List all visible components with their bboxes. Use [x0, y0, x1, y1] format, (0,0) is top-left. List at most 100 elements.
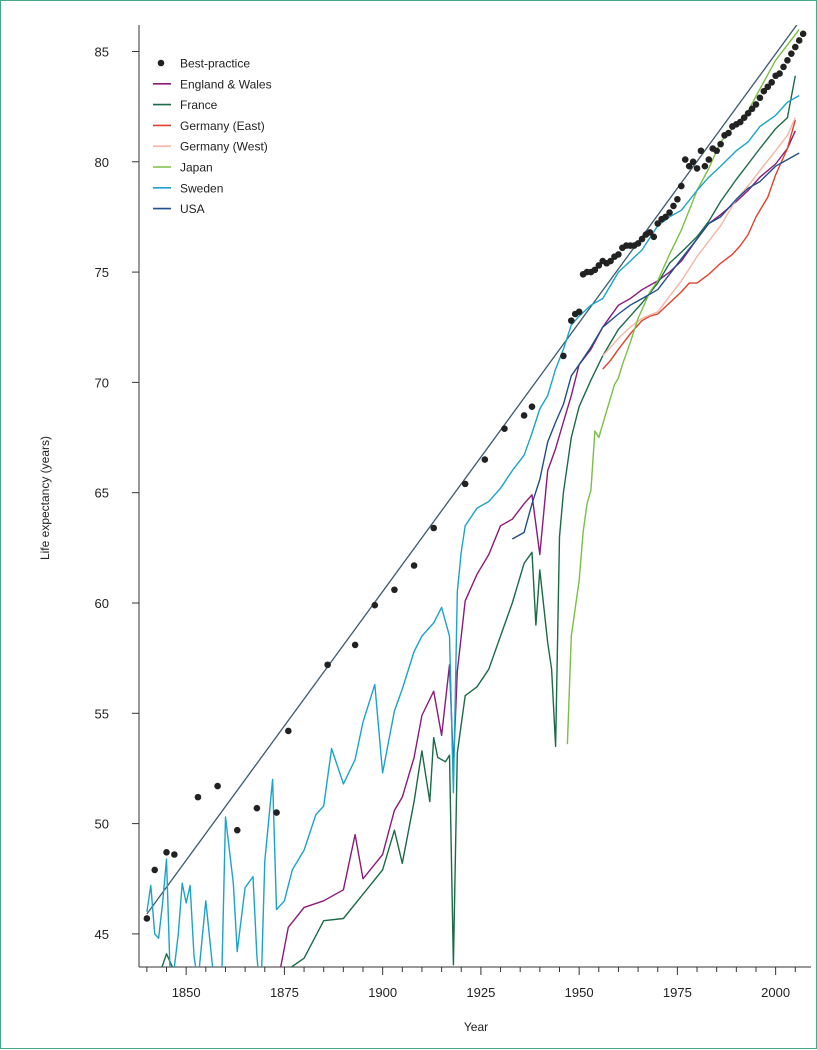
best-practice-point	[674, 195, 681, 203]
best-practice-point	[481, 456, 489, 463]
y-tick-label: 50	[95, 817, 109, 832]
x-tick-label: 1950	[565, 985, 594, 1000]
best-practice-point	[666, 209, 673, 216]
best-practice-point	[705, 156, 713, 163]
best-practice-point	[784, 56, 791, 64]
best-practice-point	[163, 848, 170, 856]
best-practice-point	[430, 524, 438, 532]
y-tick-label: 45	[95, 927, 109, 942]
best-practice-point	[697, 147, 705, 155]
y-tick-label: 80	[95, 155, 109, 170]
best-practice-point	[615, 251, 622, 258]
best-practice-point	[685, 162, 693, 170]
best-practice-point	[575, 308, 583, 316]
best-practice-point	[214, 782, 221, 790]
best-practice-point	[760, 87, 768, 95]
best-practice-trend-line	[146, 25, 798, 915]
best-practice-point	[662, 213, 669, 221]
best-practice-point	[194, 793, 202, 801]
best-practice-point	[501, 425, 508, 433]
best-practice-point	[780, 63, 787, 71]
best-practice-point	[607, 257, 614, 265]
x-tick-label: 1850	[172, 985, 201, 1000]
best-practice-point	[689, 158, 697, 166]
best-practice-point	[693, 165, 701, 172]
best-practice-point	[725, 129, 732, 137]
y-tick-label: 75	[95, 265, 109, 280]
best-practice-point	[764, 83, 772, 91]
best-practice-point	[638, 235, 646, 243]
y-tick-label: 55	[95, 706, 109, 721]
x-tick-label: 2000	[761, 985, 790, 1000]
best-practice-point	[681, 156, 689, 163]
y-tick-label: 85	[95, 44, 109, 59]
best-practice-point	[461, 480, 469, 488]
best-practice-point	[324, 661, 331, 669]
best-practice-point	[736, 118, 744, 126]
best-practice-point	[740, 114, 748, 121]
best-practice-point	[595, 262, 603, 269]
best-practice-point	[528, 403, 536, 410]
series-line-germany-west	[602, 117, 796, 357]
legend-label: USA	[180, 202, 205, 216]
y-tick-label: 65	[95, 486, 109, 501]
best-practice-point	[795, 37, 803, 44]
series-line-usa	[511, 152, 800, 540]
y-tick-label: 60	[95, 596, 109, 611]
series-line-england-wales	[280, 130, 796, 967]
best-practice-point	[650, 233, 658, 241]
legend-label: Sweden	[180, 181, 223, 195]
best-practice-point	[748, 105, 756, 113]
best-practice-point	[744, 109, 752, 117]
best-practice-point	[654, 220, 662, 227]
best-practice-point	[391, 586, 398, 594]
best-practice-point	[799, 30, 807, 38]
best-practice-point	[768, 79, 776, 86]
best-practice-point	[253, 804, 261, 812]
x-tick-label: 1975	[663, 985, 692, 1000]
best-practice-point	[560, 352, 567, 360]
y-tick-label: 70	[95, 375, 109, 390]
best-practice-point	[591, 266, 599, 274]
series-line-sweden	[146, 94, 800, 967]
best-practice-point	[143, 915, 151, 922]
best-practice-point	[776, 70, 783, 77]
x-tick-label: 1925	[466, 985, 495, 1000]
legend-label: Best-practice	[180, 57, 250, 71]
best-practice-point	[678, 182, 685, 190]
best-practice-point	[634, 240, 642, 247]
best-practice-point	[752, 101, 760, 108]
best-practice-point	[788, 50, 795, 57]
legend-swatch-dot	[157, 59, 165, 67]
x-tick-label: 1900	[368, 985, 397, 1000]
best-practice-point	[791, 43, 799, 51]
best-practice-point	[713, 147, 720, 155]
best-practice-point	[646, 229, 654, 236]
legend-label: Germany (West)	[180, 140, 268, 154]
best-practice-point	[351, 641, 359, 649]
x-axis-title: Year	[464, 1020, 488, 1034]
best-practice-point	[717, 140, 724, 148]
best-practice-point	[410, 562, 418, 569]
best-practice-point	[171, 851, 178, 858]
x-tick-label: 1875	[270, 985, 299, 1000]
series-line-france	[161, 75, 796, 967]
series-line-japan	[566, 28, 800, 745]
legend-label: Germany (East)	[180, 119, 265, 133]
legend-label: Japan	[180, 161, 213, 175]
best-practice-point	[520, 412, 528, 419]
best-practice-point	[756, 94, 764, 102]
best-practice-point	[701, 162, 709, 170]
best-practice-point	[670, 202, 677, 210]
y-axis-title: Life expectancy (years)	[38, 436, 52, 560]
best-practice-point	[567, 317, 575, 324]
best-practice-point	[285, 727, 292, 735]
best-practice-point	[371, 601, 379, 609]
best-practice-point	[151, 866, 159, 874]
legend-label: England & Wales	[180, 77, 272, 91]
best-practice-point	[273, 809, 280, 816]
best-practice-point	[233, 826, 241, 834]
legend-label: France	[180, 98, 218, 112]
